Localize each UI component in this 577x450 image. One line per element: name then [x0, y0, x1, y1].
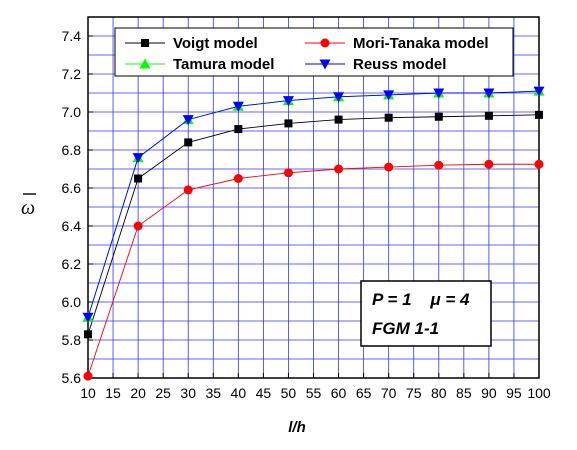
x-tick-label: 10	[80, 385, 96, 401]
series-reuss-model	[82, 86, 545, 323]
x-tick-label: 30	[180, 385, 196, 401]
x-tick-label: 100	[527, 385, 551, 401]
y-tick-label: 5.6	[62, 370, 82, 386]
y-tick-label: 7.4	[62, 28, 82, 44]
data-point	[82, 312, 94, 323]
x-tick-label: 45	[256, 385, 272, 401]
data-point	[182, 115, 194, 126]
y-tick-label: 7.0	[62, 104, 82, 120]
data-point	[533, 86, 545, 97]
y-tick-label: 6.8	[62, 142, 82, 158]
data-point	[384, 113, 393, 122]
data-point	[483, 88, 495, 99]
x-tick-label: 20	[130, 385, 146, 401]
legend-marker	[141, 39, 149, 47]
series-line	[87, 90, 540, 318]
data-point	[383, 90, 395, 101]
y-tick-label: 6.0	[62, 294, 82, 310]
legend-label: Reuss model	[353, 56, 446, 73]
x-tick-label: 40	[231, 385, 247, 401]
x-tick-label: 65	[356, 385, 372, 401]
data-point	[234, 125, 243, 134]
data-point	[184, 138, 193, 147]
data-point	[283, 168, 293, 178]
series-line	[87, 114, 540, 335]
y-tick-label: 6.2	[62, 256, 82, 272]
x-tick-label: 50	[281, 385, 297, 401]
data-point	[83, 371, 93, 381]
x-tick-label: 75	[406, 385, 422, 401]
annotation-fgm: FGM 1-1	[372, 319, 439, 338]
x-axis-label: l/h	[288, 419, 306, 436]
x-tick-label: 85	[456, 385, 472, 401]
x-tick-label: 60	[331, 385, 347, 401]
x-tick-label: 70	[381, 385, 397, 401]
x-tick-label: 35	[205, 385, 221, 401]
y-tick-label: 5.8	[62, 332, 82, 348]
annotation-frame	[360, 280, 492, 347]
data-point	[334, 115, 343, 124]
x-tick-label: 55	[306, 385, 322, 401]
legend-label: Voigt model	[173, 35, 258, 52]
data-point	[484, 159, 494, 169]
data-point	[534, 159, 544, 169]
legend: Voigt model Mori-Tanaka model Tamura model…	[114, 27, 514, 77]
y-tick-label: 6.6	[62, 180, 82, 196]
data-point	[434, 112, 443, 121]
data-point	[84, 330, 92, 339]
y-tick-label: 6.4	[62, 218, 82, 234]
data-point	[334, 164, 344, 174]
data-point	[384, 162, 394, 172]
legend-label: Tamura model	[173, 56, 274, 73]
x-tick-label: 90	[481, 385, 497, 401]
x-tick-label: 15	[105, 385, 121, 401]
annotation-params: P = 1 μ = 4	[372, 290, 470, 309]
y-tick-label: 7.2	[62, 66, 82, 82]
data-point	[284, 119, 293, 128]
x-tick-label: 95	[506, 385, 522, 401]
series-mori-tanaka-model	[83, 159, 544, 381]
data-point	[282, 96, 294, 107]
data-point	[134, 174, 143, 183]
y-axis-label: ω	[21, 197, 35, 219]
series-line	[87, 163, 539, 377]
data-point	[133, 221, 143, 231]
data-point	[233, 174, 243, 183]
legend-marker	[139, 58, 151, 69]
data-point	[183, 185, 193, 195]
data-point	[484, 111, 493, 120]
data-point	[132, 153, 144, 164]
legend-label: Mori-Tanaka model	[353, 35, 489, 52]
data-point	[333, 92, 345, 103]
axis-ticks: 10 15 20 25 30 35 40 45 50 55 60 65 70 75 80 85 90 95 100 5…	[62, 28, 551, 401]
x-tick-label: 25	[155, 385, 171, 401]
data-point	[433, 88, 445, 99]
series-layer	[82, 85, 545, 381]
data-point	[434, 160, 444, 170]
data-point	[232, 101, 244, 112]
annotation-box: P = 1 μ = 4 FGM 1-1	[360, 280, 492, 347]
x-tick-label: 80	[431, 385, 447, 401]
legend-marker	[319, 59, 331, 70]
data-point	[535, 110, 543, 119]
legend-marker	[320, 38, 330, 48]
series-voigt-model	[84, 110, 543, 339]
legend-box	[114, 27, 514, 77]
